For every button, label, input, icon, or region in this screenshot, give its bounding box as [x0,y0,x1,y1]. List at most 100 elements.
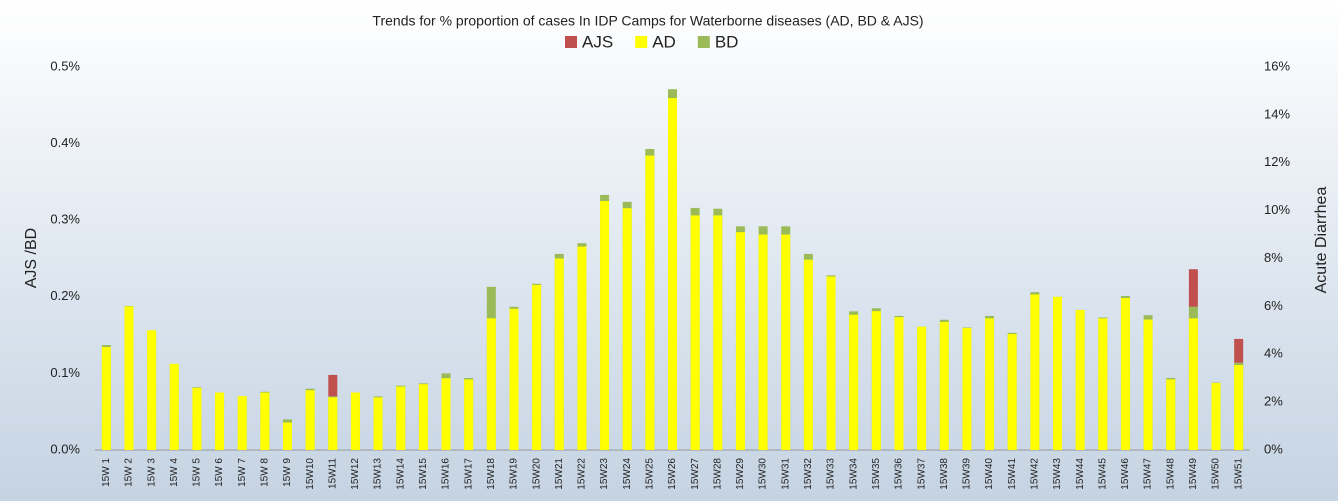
bar-ajs [1188,269,1198,307]
y-tick-label: 0.0% [50,441,80,456]
x-tick-label: 15W29 [735,458,746,490]
x-tick-label: 15W17 [463,458,474,490]
y2-tick-label: 16% [1264,58,1290,73]
x-tick-label: 15W25 [644,458,655,490]
x-tick-label: 15W46 [1120,458,1131,490]
x-tick-label: 15W11 [327,458,338,489]
bar-ad [871,311,881,450]
bar-ad [1143,319,1153,450]
y2-tick-label: 8% [1264,250,1283,265]
x-tick-label: 15W 7 [237,458,248,487]
bar-ad [532,284,542,450]
x-tick-label: 15W41 [1007,458,1018,490]
x-tick-label: 15W 9 [282,458,293,487]
bar-ad [1120,297,1130,450]
x-tick-label: 15W18 [486,458,497,490]
legend-swatch [565,36,577,48]
x-tick-label: 15W20 [531,458,542,490]
bar-ad [305,390,315,450]
x-tick-label: 15W51 [1233,458,1244,490]
bar-ad [826,276,836,450]
bar-ad [396,386,406,450]
bar-ad [894,317,904,450]
bar-ad [713,215,723,450]
bar-ad [260,392,270,450]
bar-ad [962,327,972,450]
x-tick-label: 15W 1 [101,458,112,487]
legend-swatch [697,36,710,48]
x-tick-label: 15W22 [577,458,588,490]
bar-ad [328,397,338,450]
bar-ad [1098,318,1108,450]
x-tick-label: 15W14 [395,458,406,490]
x-tick-label: 15W34 [848,458,859,490]
x-tick-label: 15W 2 [124,458,135,487]
y2-axis-title: Acute Diarrhea [1313,187,1330,294]
x-tick-label: 15W49 [1188,458,1199,490]
bar-ad [577,246,587,450]
x-tick-label: 15W45 [1097,458,1108,490]
legend-label: BD [715,32,739,51]
x-tick-label: 15W36 [894,458,905,490]
bar-ad [237,396,247,450]
x-tick-label: 15W35 [871,458,882,490]
bar-ad [509,308,519,450]
y2-tick-label: 2% [1264,394,1283,409]
bar-ad [169,363,179,450]
legend-label: AD [652,32,676,51]
x-tick-label: 15W24 [622,458,633,490]
bar-ad [101,347,111,450]
x-tick-label: 15W 6 [214,458,225,487]
x-tick-label: 15W 8 [259,458,270,487]
bar-ad [486,318,496,450]
x-tick-label: 15W43 [1052,458,1063,490]
x-tick-label: 15W37 [916,458,927,490]
bar-ad [1030,294,1040,450]
x-tick-label: 15W42 [1029,458,1040,490]
legend-label: AJS [582,32,613,51]
bar-ad [1053,296,1062,450]
y2-tick-label: 4% [1264,346,1283,361]
x-tick-label: 15W19 [509,458,520,490]
y-tick-label: 0.5% [50,58,80,73]
bar-ad [622,208,632,450]
bar-ad [283,422,292,450]
x-tick-label: 15W27 [690,458,701,490]
x-tick-label: 15W 3 [146,458,157,487]
x-tick-label: 15W40 [984,458,995,490]
x-tick-label: 15W16 [441,458,452,490]
x-tick-label: 15W47 [1143,458,1154,490]
bar-ad [985,318,995,450]
x-tick-label: 15W50 [1211,458,1222,490]
bar-ad [464,379,474,450]
x-tick-label: 15W44 [1075,458,1086,490]
bar-ad [1075,309,1085,450]
x-tick-label: 15W26 [667,458,678,490]
bar-ad [350,392,360,450]
bar-ad [781,234,791,450]
x-tick-label: 15W 5 [192,458,203,487]
x-tick-label: 15W28 [712,458,723,490]
y-tick-label: 0.2% [50,288,80,303]
y2-tick-label: 6% [1264,298,1283,313]
x-tick-label: 15W23 [599,458,610,490]
x-tick-label: 15W38 [939,458,950,490]
y2-tick-label: 12% [1264,154,1290,169]
bar-ad [690,215,700,450]
bar-ad [849,314,859,450]
x-tick-label: 15W15 [418,458,429,490]
bar-ad [554,258,564,450]
x-tick-label: 15W12 [350,458,361,490]
bar-ad [600,201,610,450]
bar-ad [1166,379,1176,450]
y-tick-label: 0.1% [50,365,80,380]
x-tick-label: 15W39 [962,458,973,490]
bar-ad [1188,318,1198,450]
y-axis-title: AJS /BD [23,228,40,288]
bar-ad [735,232,745,450]
bar-ad [758,234,768,450]
bar-ad [917,326,927,450]
x-tick-label: 15W30 [758,458,769,490]
y2-tick-label: 0% [1264,441,1283,456]
